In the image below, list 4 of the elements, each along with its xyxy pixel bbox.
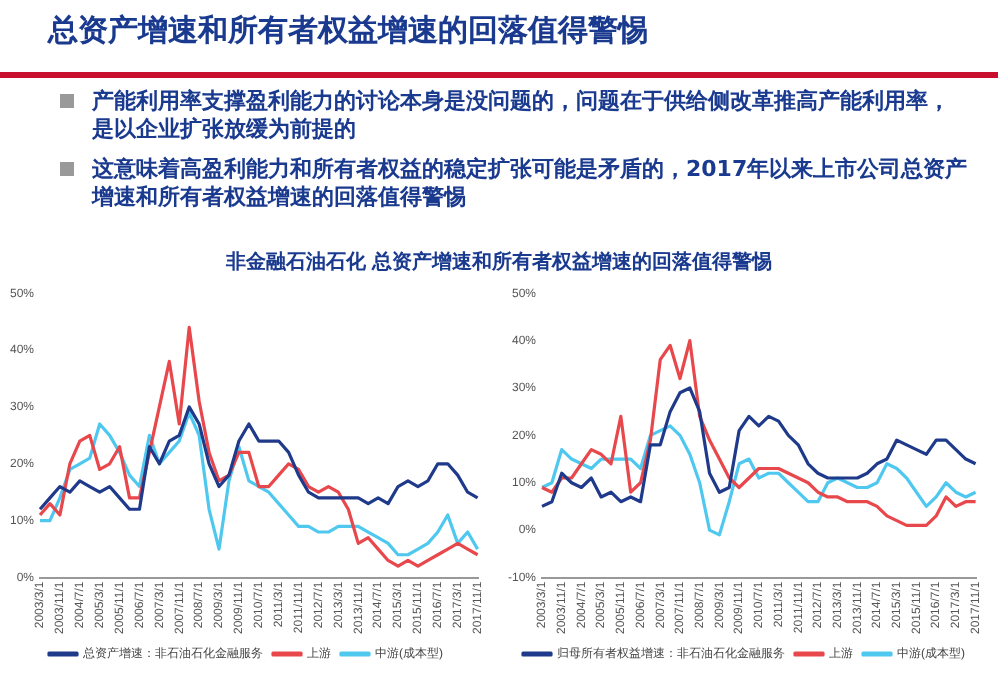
text: 产能利用率支撑盈利能力的讨论本身是没问题的，问题在于供给侧改革推高产能利用率，是以企业扩张放缓为前提的 [92, 88, 950, 142]
text: 这意味着高盈利能力和所有者权益的稳定扩张可能是矛盾的，2017年以来上市公司总资产增速和所有者权益增速的回落值得警惕 [92, 156, 968, 210]
chart-title: 总资产增速和所有者权益增速的回落值得警惕 [48, 12, 648, 50]
chart-subtitle: 非金融石油石化 总资产增速和所有者权益增速的回落值得警惕 [223, 249, 775, 276]
